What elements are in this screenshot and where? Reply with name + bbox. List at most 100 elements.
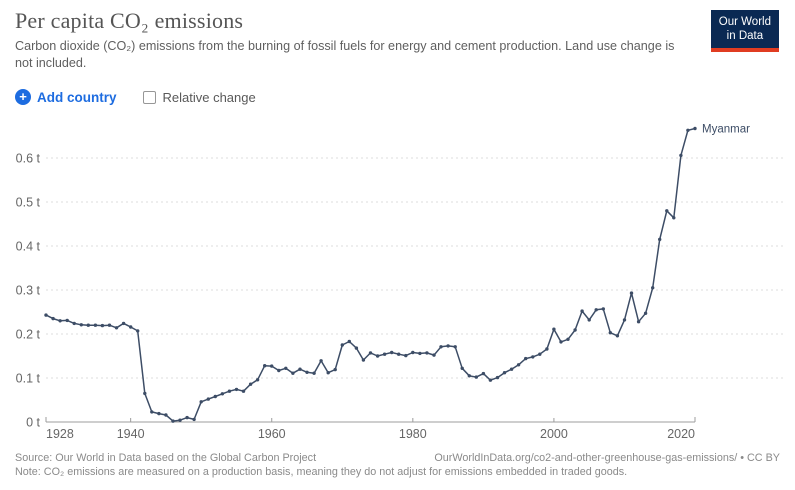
data-point-marker — [305, 370, 309, 374]
data-point-marker — [672, 216, 676, 220]
data-point-marker — [255, 378, 260, 382]
data-point-marker — [333, 367, 337, 372]
data-point-marker — [86, 323, 91, 327]
data-point-marker — [531, 355, 535, 359]
y-tick-label: 0.3 t — [16, 284, 41, 298]
series-line-myanmar[interactable] — [45, 127, 696, 422]
data-point-marker — [601, 307, 605, 311]
data-point-marker — [220, 392, 225, 396]
plus-icon: + — [15, 89, 31, 105]
data-point-marker — [234, 387, 239, 392]
y-tick-label: 0.5 t — [16, 196, 41, 210]
data-point-marker — [615, 334, 620, 338]
data-point-marker — [502, 371, 507, 375]
data-point-marker — [622, 318, 627, 322]
data-point-marker — [481, 371, 486, 376]
data-point-marker — [51, 316, 55, 321]
data-point-marker — [432, 353, 436, 357]
data-point-marker — [418, 351, 422, 356]
data-point-marker — [488, 378, 493, 382]
data-point-marker — [509, 367, 514, 371]
chart-footer: Source: Our World in Data based on the G… — [15, 452, 780, 480]
source-credit: Source: Our World in Data based on the G… — [15, 452, 317, 464]
data-point-marker — [594, 308, 598, 312]
data-point-marker — [213, 394, 217, 399]
data-point-marker — [404, 353, 408, 358]
data-point-marker — [319, 359, 323, 363]
add-country-button[interactable]: + Add country — [15, 89, 117, 105]
data-point-marker — [453, 345, 457, 349]
data-point-marker — [107, 323, 112, 327]
data-point-marker — [44, 313, 48, 317]
data-point-marker — [686, 128, 690, 132]
data-point-marker — [65, 318, 69, 323]
data-point-marker — [277, 368, 281, 373]
checkbox-icon[interactable] — [142, 90, 156, 104]
data-point-marker — [397, 352, 401, 356]
data-point-marker — [206, 397, 210, 401]
data-point-marker — [658, 237, 662, 242]
data-point-marker — [199, 400, 203, 404]
data-point-marker — [566, 337, 570, 341]
line-chart[interactable]: 0 t 0.1 t 0.2 t 0.3 t 0.4 t 0.5 t 0.6 t 1928 194… — [0, 112, 795, 452]
owid-logo: Our World in Data — [710, 10, 779, 52]
data-point-marker — [629, 291, 634, 295]
data-point-marker — [136, 329, 140, 333]
x-tick-label: 2020 — [667, 427, 695, 441]
data-point-marker — [446, 344, 450, 348]
data-point-marker — [164, 413, 168, 417]
y-tick-label: 0.2 t — [16, 328, 41, 342]
series-end-label[interactable]: Myanmar — [702, 124, 750, 136]
data-point-marker — [552, 327, 556, 331]
data-point-marker — [157, 411, 161, 416]
data-point-marker — [361, 358, 366, 362]
data-point-marker — [291, 371, 295, 375]
chart-subtitle: Carbon dioxide (CO₂) emissions from the … — [15, 39, 675, 71]
footer-note: Note: CO₂ emissions are measured on a pr… — [15, 466, 628, 479]
data-point-marker — [411, 350, 415, 355]
logo-line2: in Data — [726, 30, 764, 43]
y-tick-label: 0 t — [26, 416, 40, 430]
data-point-marker — [185, 415, 189, 420]
data-point-marker — [545, 347, 549, 351]
data-point-marker — [474, 375, 478, 379]
logo-line1: Our World — [718, 16, 771, 28]
data-point-marker — [651, 286, 655, 290]
data-point-marker — [284, 366, 288, 370]
y-tick-label: 0.4 t — [16, 240, 41, 254]
page-title: Per capita CO₂ emissions — [15, 8, 244, 33]
data-point-marker — [495, 375, 500, 380]
data-point-marker — [425, 351, 429, 355]
data-point-marker — [248, 382, 253, 386]
data-point-marker — [171, 419, 175, 423]
data-point-marker — [467, 374, 471, 378]
data-point-marker — [587, 318, 591, 322]
relative-change-toggle[interactable]: Relative change — [142, 89, 256, 105]
data-point-marker — [270, 364, 274, 368]
data-point-marker — [580, 309, 584, 313]
data-point-marker — [93, 323, 98, 327]
data-point-marker — [368, 351, 373, 355]
data-point-marker — [524, 356, 528, 361]
data-point-marker — [390, 350, 394, 355]
data-point-marker — [347, 339, 351, 344]
data-point-marker — [665, 209, 669, 213]
data-point-marker — [375, 354, 380, 358]
add-country-label: Add country — [37, 89, 117, 105]
data-point-marker — [58, 319, 62, 323]
data-point-marker — [114, 326, 119, 330]
url-credit: OurWorldInData.org/co2-and-other-greenho… — [434, 452, 780, 464]
data-point-marker — [608, 331, 612, 335]
data-point-marker — [192, 417, 196, 422]
data-point-marker — [121, 321, 126, 326]
data-point-marker — [326, 371, 330, 375]
data-point-marker — [460, 366, 464, 370]
data-point-marker — [227, 389, 232, 393]
data-point-marker — [643, 311, 648, 315]
x-tick-label: 1980 — [399, 427, 427, 441]
data-point-marker — [538, 352, 542, 356]
y-tick-label: 0.1 t — [16, 372, 41, 386]
data-point-marker — [150, 410, 154, 414]
data-point-marker — [354, 346, 359, 350]
relative-change-label: Relative change — [162, 89, 256, 105]
